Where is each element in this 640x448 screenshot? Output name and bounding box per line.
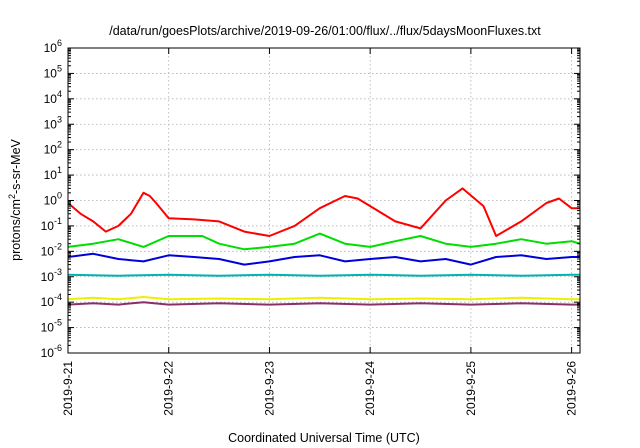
series-line-1 bbox=[67, 187, 580, 237]
x-tick-label: 2019-9-25 bbox=[464, 361, 478, 416]
y-tick-label: 10-2 bbox=[41, 241, 62, 258]
y-tick-label: 104 bbox=[44, 89, 62, 106]
y-axis-label: protons/cm2-s-sr-MeV bbox=[7, 138, 23, 260]
series-line-2 bbox=[67, 232, 581, 251]
y-tick-label: 100 bbox=[44, 191, 62, 208]
x-tick-label: 2019-9-24 bbox=[363, 361, 377, 416]
y-axis-label-base: protons/cm bbox=[9, 199, 23, 261]
grid bbox=[67, 48, 580, 353]
y-tick-label: 10-5 bbox=[41, 318, 62, 335]
chart-title: /data/run/goesPlots/archive/2019-09-26/0… bbox=[109, 24, 541, 38]
y-axis-label-rest: -s-sr-MeV bbox=[9, 138, 23, 194]
x-axis-label: Coordinated Universal Time (UTC) bbox=[228, 431, 420, 445]
y-tick-label: 102 bbox=[44, 140, 62, 157]
x-tick-label: 2019-9-22 bbox=[162, 361, 176, 416]
y-tick-label: 10-4 bbox=[41, 292, 62, 309]
x-tick-label: 2019-9-23 bbox=[262, 361, 276, 416]
x-axis: 2019-9-21 2019-9-22 2019-9-23 2019-9-24 2019… bbox=[61, 48, 579, 416]
y-axis-label-sup: 2 bbox=[7, 194, 17, 199]
x-tick-label: 2019-9-26 bbox=[565, 361, 579, 416]
y-tick-label: 105 bbox=[44, 63, 62, 80]
series-line-5 bbox=[67, 296, 580, 301]
series-line-6 bbox=[67, 301, 580, 306]
y-axis: 10-6 10-5 10-4 10-3 10-2 10-1 100 101 102 103 104 1… bbox=[41, 38, 580, 360]
y-tick-label: 103 bbox=[44, 114, 62, 131]
y-tick-label: 101 bbox=[44, 165, 62, 182]
y-tick-label: 10-3 bbox=[41, 267, 62, 284]
y-tick-label: 106 bbox=[44, 38, 62, 55]
x-tick-label: 2019-9-21 bbox=[61, 361, 75, 416]
series-line-4 bbox=[67, 273, 580, 277]
y-tick-label: 10-6 bbox=[41, 343, 62, 360]
y-tick-label: 10-1 bbox=[41, 216, 62, 233]
series-line-3 bbox=[67, 252, 580, 266]
series-group bbox=[67, 187, 581, 306]
